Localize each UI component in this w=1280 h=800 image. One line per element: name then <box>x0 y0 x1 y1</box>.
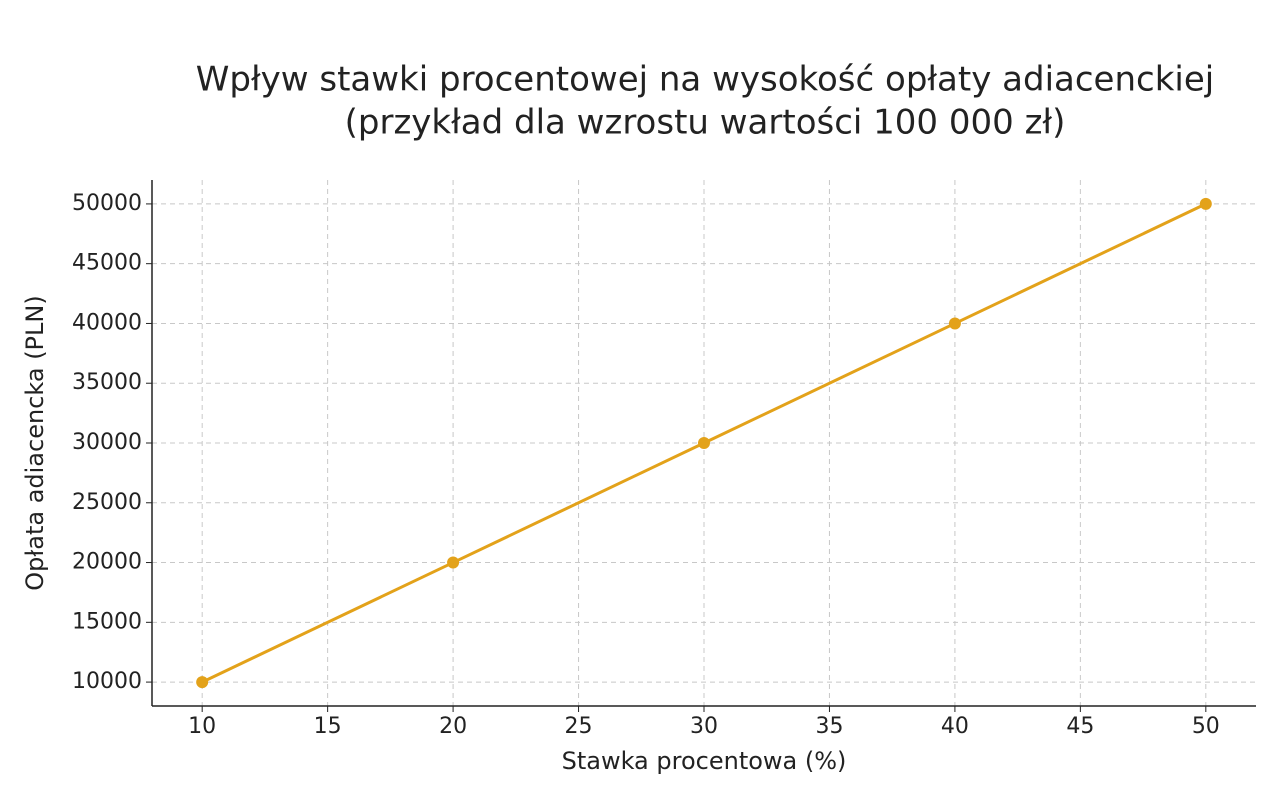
x-tick-label: 35 <box>815 714 843 739</box>
y-tick-label: 40000 <box>72 310 142 335</box>
x-axis-label: Stawka procentowa (%) <box>562 747 847 775</box>
y-tick-label: 20000 <box>72 550 142 575</box>
y-tick-label: 25000 <box>72 490 142 515</box>
x-tick-label: 15 <box>314 714 342 739</box>
y-tick-label: 10000 <box>72 669 142 694</box>
x-tick-label: 10 <box>188 714 216 739</box>
y-tick-label: 45000 <box>72 251 142 276</box>
point <box>948 317 961 330</box>
chart-title: Wpływ stawki procentowej na wysokość opł… <box>196 60 1214 100</box>
x-tick-label: 20 <box>439 714 467 739</box>
y-tick-label: 35000 <box>72 370 142 395</box>
x-tick-label: 40 <box>941 714 969 739</box>
point <box>1199 197 1212 210</box>
x-tick-label: 25 <box>565 714 593 739</box>
x-tick-label: 45 <box>1066 714 1094 739</box>
y-tick-label: 50000 <box>72 191 142 216</box>
y-axis-label: Opłata adiacencka (PLN) <box>21 295 49 590</box>
chart-title: (przykład dla wzrostu wartości 100 000 z… <box>345 103 1066 143</box>
x-tick-label: 30 <box>690 714 718 739</box>
point <box>196 676 209 689</box>
point <box>447 556 460 569</box>
y-tick-label: 30000 <box>72 430 142 455</box>
x-tick-label: 50 <box>1192 714 1220 739</box>
point <box>698 437 710 449</box>
y-tick-label: 15000 <box>72 609 142 634</box>
